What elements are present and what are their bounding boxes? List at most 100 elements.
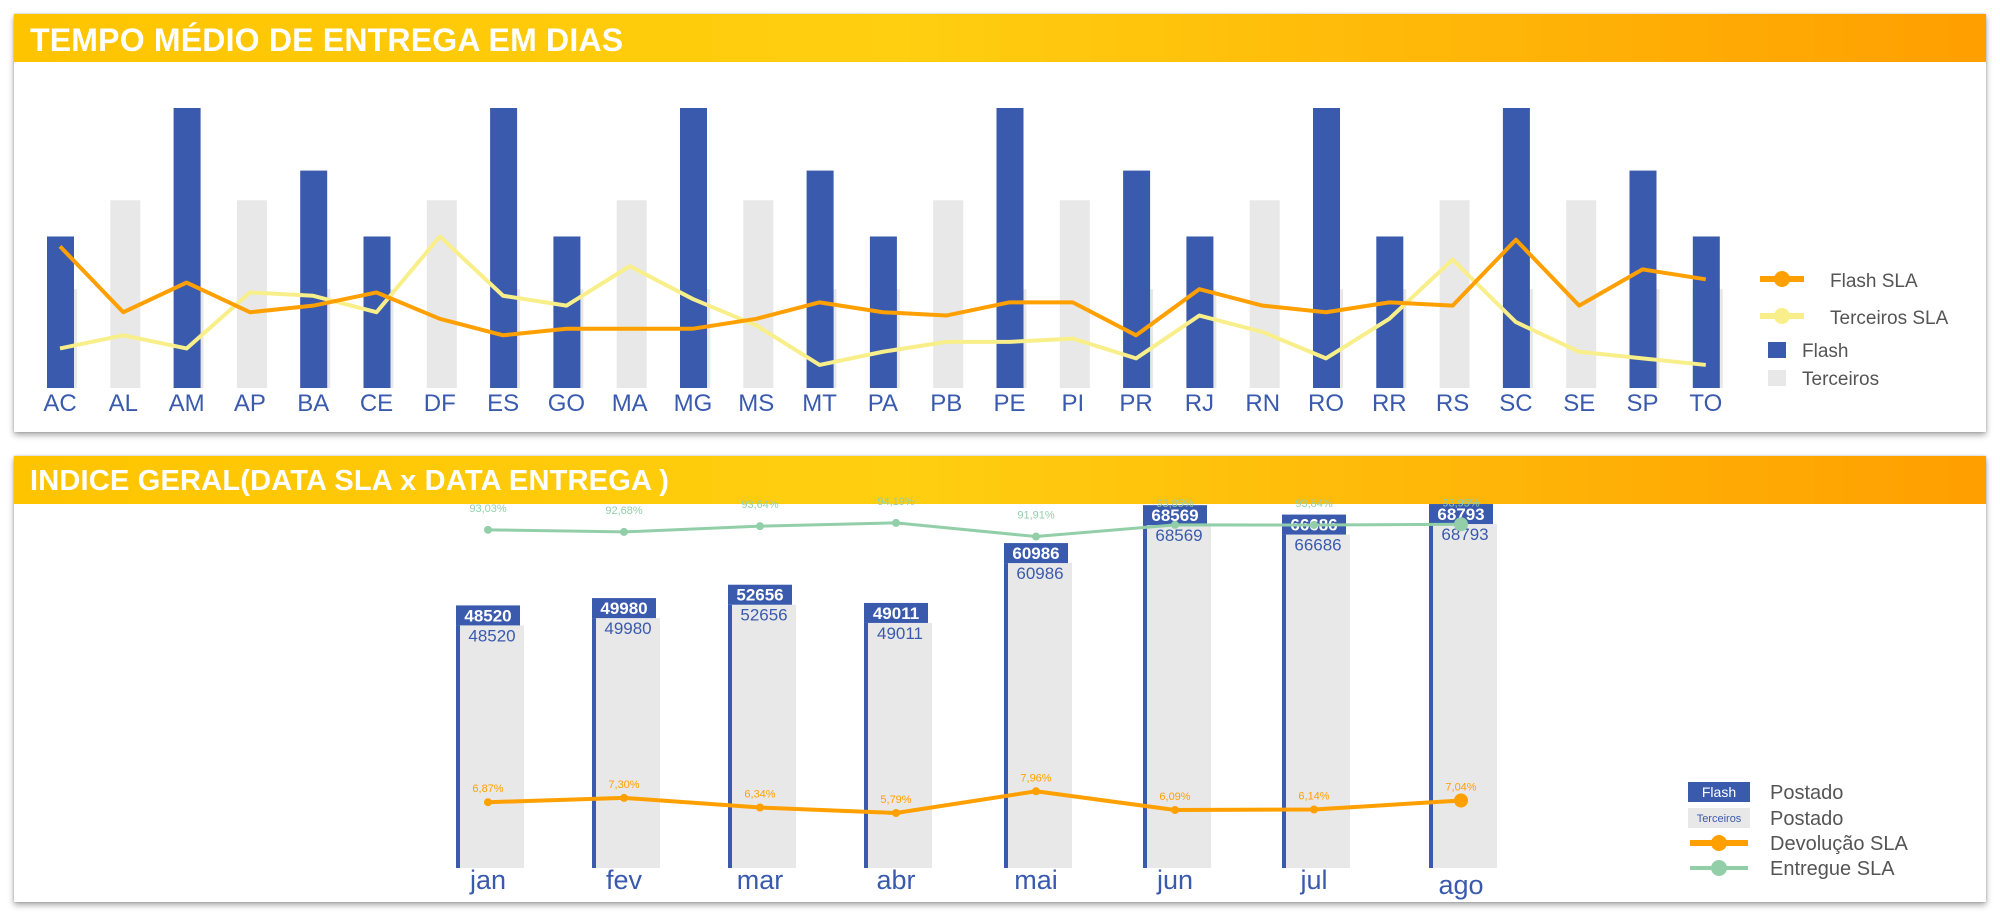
devolucao-sla-line [487,789,1462,816]
x-label-PE: PE [993,390,1025,417]
x-label-RN: RN [1245,390,1280,417]
terceiros-bar-abr [868,622,932,868]
terceiros-value-label-fev: 49980 [604,619,651,638]
devolucao-point-jul [1310,805,1318,814]
terceiros-bar-jan [460,625,524,868]
terceiros-bar-jun [1147,525,1211,868]
x-label-RO: RO [1308,390,1344,417]
legend-devolucao-marker [1711,835,1727,851]
flash-value-label-abr: 49011 [873,604,919,623]
delivery-time-title: TEMPO MÉDIO DE ENTREGA EM DIAS [30,22,624,58]
flash-value-label-fev: 49980 [600,599,647,618]
terceiros-bar-mai [1008,563,1072,868]
x-label-AM: AM [169,390,205,417]
flash-value-badge-jan [456,605,520,626]
flash-value-badge-jun [1143,505,1207,526]
entregue-label-jun: 93,85% [1156,498,1194,510]
general-index-header: INDICE GERAL(DATA SLA x DATA ENTREGA ) [14,456,1986,504]
x-label-SC: SC [1499,390,1532,417]
terceiros-bar-SE [1566,200,1597,388]
legend-flash-sla-label: Flash SLA [1830,271,1918,292]
flash-bar-edge-mar [728,604,732,868]
flash-bar-MT [806,170,834,388]
delivery-time-chart: AC AL AM AP BA CE DF ES GO MA MG MS MT PA PB PE PI PR RJ RN… [43,108,1949,417]
month-label-abr: abr [876,865,915,895]
legend-terceiros-sla-marker [1774,308,1790,324]
flash-value-label-mar: 52656 [736,586,783,605]
devolucao-label-jun: 6,09% [1159,791,1190,803]
entregue-point-mai [1032,532,1040,541]
x-label-PB: PB [930,390,962,417]
flash-bar-edge-jun [1143,525,1147,868]
flash-value-label-mai: 60986 [1012,544,1059,563]
terceiros-value-label-mai: 60986 [1016,564,1063,583]
terceiros-bar-PB [933,200,964,388]
flash-bar-edge-fev [592,618,596,868]
terceiros-bar-AL [110,200,141,388]
flash-bar-MG [680,108,707,388]
terceiros-bar-RN [1249,200,1280,388]
legend-entregue-label: Entregue SLA [1770,858,1895,880]
terceiros-bar-PI [1059,200,1090,388]
legend-flash-label: Flash [1802,341,1848,362]
terceiros-bar-MA [616,200,647,388]
devolucao-point-jun [1171,806,1179,814]
terceiros-bar-mar [732,604,796,868]
legend-terceiros-postado-label: Postado [1770,808,1843,830]
flash-bar-RJ [1186,236,1214,388]
legend-terceiros-badge-label: Terceiros [1697,813,1742,825]
flash-value-badge-mai [1004,543,1068,564]
terceiros-bar-fev [596,618,660,868]
terceiros-value-label-jul: 66686 [1294,536,1341,555]
devolucao-label-jan: 6,87% [472,783,503,795]
x-label-TO: TO [1689,390,1722,417]
entregue-label-jul: 93,84% [1295,498,1333,510]
flash-bar-edge-mai [1004,563,1008,868]
terceiros-bar-ago [1433,524,1497,868]
legend-flash-postado-label: Postado [1770,782,1843,804]
flash-bar-ES [490,108,518,388]
legend-flash-sla-marker [1774,271,1790,287]
flash-value-label-ago: 68793 [1437,505,1484,524]
month-label-mai: mai [1014,865,1058,895]
entregue-point-mar [756,522,764,531]
general-index-title: INDICE GERAL(DATA SLA x DATA ENTREGA ) [30,465,670,497]
terceiros-value-label-abr: 49011 [877,624,923,643]
devolucao-point-mai [1032,787,1040,796]
x-label-PR: PR [1119,390,1152,417]
flash-bar-PE [996,108,1024,388]
flash-value-badge-mar [728,584,792,605]
devolucao-label-mar: 6,34% [744,789,775,801]
devolucao-point-abr [892,809,900,817]
entregue-label-mai: 91,91% [1017,510,1055,522]
entregue-point-jul [1310,520,1318,529]
terceiros-bar-jul [1286,534,1350,868]
entregue-point-ago [1454,517,1468,532]
month-label-fev: fev [606,865,643,895]
devolucao-point-fev [620,793,628,802]
x-label-AC: AC [43,390,76,417]
flash-bar-BA [300,170,328,388]
flash-value-badge-fev [592,598,656,619]
flash-bar-SP [1629,170,1657,388]
entregue-label-fev: 92,68% [605,505,643,517]
x-label-MT: MT [802,390,837,417]
flash-value-label-jun: 68569 [1151,506,1198,525]
flash-bar-GO [553,236,581,388]
x-label-BA: BA [297,390,329,417]
legend-flash-badge [1688,782,1750,802]
entregue-sla-line [487,521,1462,539]
delivery-time-panel: TEMPO MÉDIO DE ENTREGA EM DIAS AC AL AM AP B… [14,14,1986,432]
x-label-SE: SE [1563,390,1595,417]
x-label-SP: SP [1626,390,1658,417]
terceiros-bar-DF [426,200,457,388]
legend-devolucao-label: Devolução SLA [1770,833,1909,855]
x-label-PI: PI [1061,390,1084,417]
month-label-mar: mar [737,865,784,895]
delivery-time-header: TEMPO MÉDIO DE ENTREGA EM DIAS [14,14,1986,62]
legend-flash-swatch [1768,342,1786,358]
month-label-jan: jan [469,865,506,895]
x-label-AL: AL [109,390,138,417]
flash-bar-RO [1313,108,1340,388]
